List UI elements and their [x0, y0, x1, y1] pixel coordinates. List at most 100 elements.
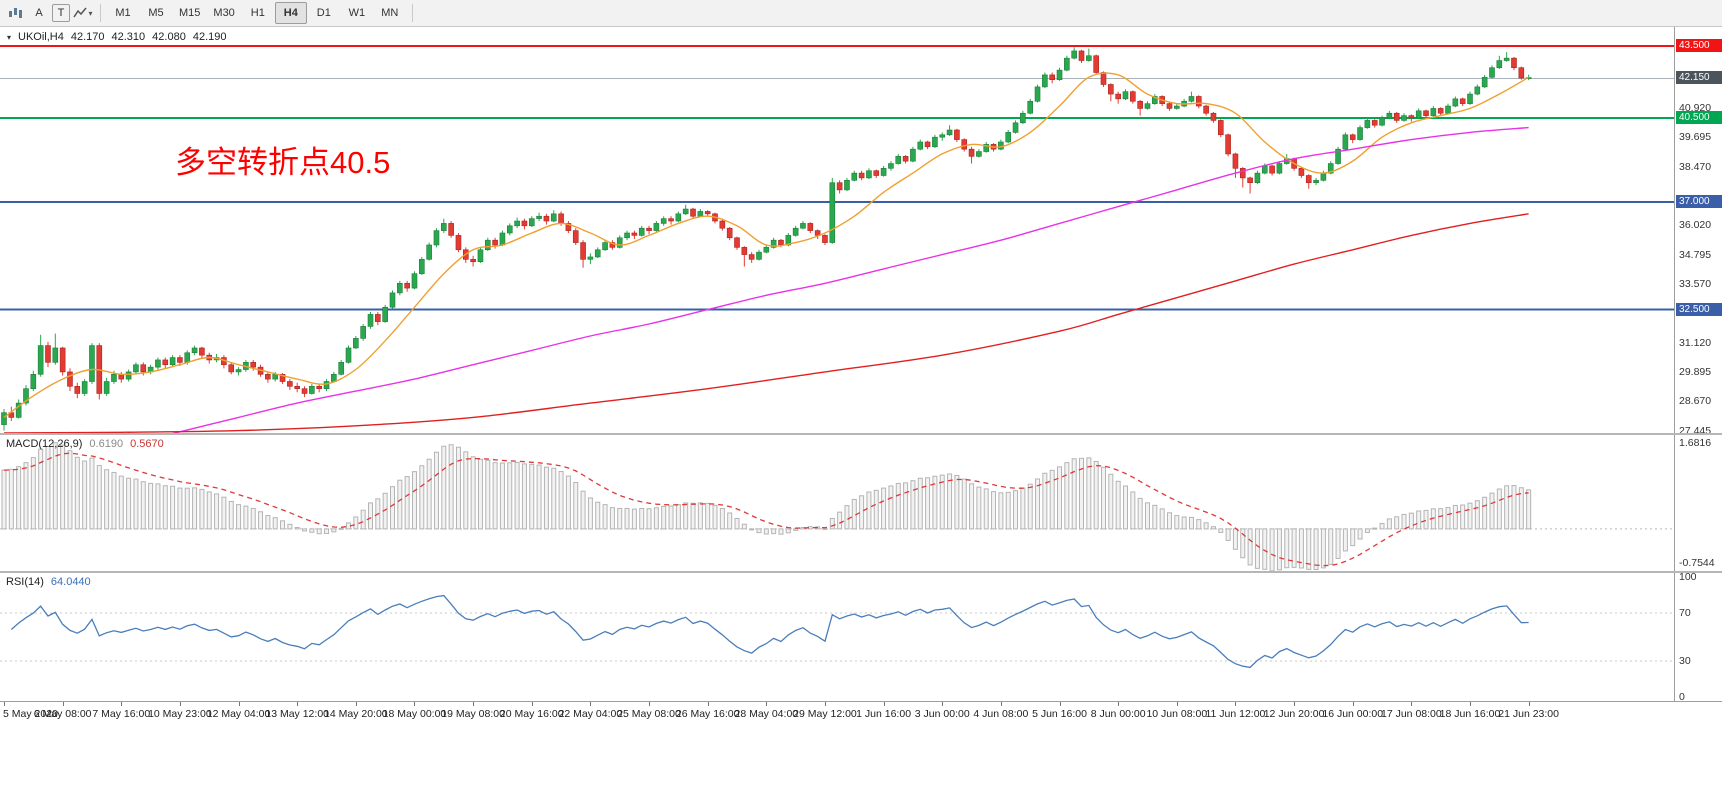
price-chart-pane[interactable]: ▾ UKOil,H4 42.170 42.310 42.080 42.190 多…	[0, 27, 1722, 433]
time-label: 28 May 04:00	[734, 708, 799, 720]
chart-ohlc-header: ▾ UKOil,H4 42.170 42.310 42.080 42.190	[6, 31, 226, 43]
time-label: 6 May 08:00	[33, 708, 92, 720]
price-scale[interactable]: 40.920 39.695 38.470 36.020 34.795 33.570 31.1…	[1674, 27, 1722, 433]
macd-main-value: 0.6190	[89, 438, 124, 450]
timeframe-m5[interactable]: M5	[148, 7, 164, 19]
time-label: 5 Jun 16:00	[1032, 708, 1087, 720]
macd-signal-line	[3, 452, 1529, 567]
time-tick	[531, 702, 533, 706]
time-tick	[62, 702, 64, 706]
time-tick	[1352, 702, 1354, 706]
time-label: 25 May 08:00	[617, 708, 681, 720]
macd-label: MACD(12,26,9) 0.6190 0.5670	[6, 438, 164, 450]
price-tick: 28.670	[1679, 395, 1712, 408]
macd-canvas	[0, 442, 1674, 571]
time-label: 18 May 00:00	[382, 708, 447, 720]
time-label: 19 May 08:00	[441, 708, 505, 720]
rsi-scale[interactable]: 100 70 30 0	[1674, 573, 1722, 701]
timeframe-h1[interactable]: H1	[250, 7, 265, 19]
time-label: 26 May 16:00	[675, 708, 740, 720]
rsi-scale-tick: 100	[1679, 573, 1697, 583]
rsi-scale-tick: 0	[1679, 691, 1685, 701]
time-tick	[1176, 702, 1178, 706]
time-label: 13 May 12:00	[265, 708, 330, 720]
ohlc-close: 42.190	[192, 31, 227, 43]
time-tick	[179, 702, 181, 706]
timeframe-d1[interactable]: D1	[316, 7, 331, 19]
cursor-tool-icon[interactable]: A	[35, 7, 43, 19]
time-label: 11 Jun 12:00	[1205, 708, 1266, 720]
pane-splitter[interactable]	[0, 433, 1722, 435]
macd-histogram	[1, 442, 1532, 571]
symbol-timeframe-label: UKOil,H4	[18, 31, 64, 43]
chart-expand-icon[interactable]: ▾	[7, 32, 12, 42]
time-tick	[355, 702, 357, 706]
time-axis[interactable]: 5 May 2020 6 May 08:00 7 May 16:00 10 May 2…	[0, 701, 1722, 724]
time-tick	[1118, 702, 1120, 706]
macd-name: MACD(12,26,9)	[6, 438, 83, 450]
macd-signal-value: 0.5670	[130, 438, 164, 450]
time-label: 5 May 2020	[3, 708, 58, 720]
chart-window-icon[interactable]	[4, 2, 26, 24]
ohlc-high: 42.310	[111, 31, 146, 43]
rsi-canvas	[0, 594, 1674, 669]
ohlc-open: 42.170	[70, 31, 105, 43]
price-tick: 27.445	[1679, 424, 1712, 433]
time-tick	[1059, 702, 1061, 706]
time-label: 21 Jun 23:00	[1498, 708, 1559, 720]
ma-fast-line	[3, 72, 1529, 418]
ma-slow-line	[3, 213, 1529, 433]
price-badge-37.000: 37.000	[1676, 194, 1722, 208]
price-tick: 40.920	[1679, 101, 1712, 114]
macd-scale[interactable]: 1.6816 -0.7544	[1674, 435, 1722, 571]
time-tick	[707, 702, 709, 706]
price-badge-40.500: 40.500	[1676, 111, 1722, 125]
price-badge-32.500: 32.500	[1676, 302, 1722, 316]
bottom-blank-area	[0, 724, 1722, 794]
time-label: 12 May 04:00	[206, 708, 271, 720]
price-tick: 36.020	[1679, 219, 1712, 232]
rsi-label: RSI(14) 64.0440	[6, 576, 91, 588]
toolbar-separator	[411, 4, 413, 22]
time-tick	[883, 702, 885, 706]
time-label: 22 May 04:00	[558, 708, 623, 720]
rsi-scale-tick: 30	[1679, 655, 1691, 667]
time-label: 20 May 16:00	[499, 708, 564, 720]
price-chart-canvas	[0, 45, 1674, 433]
chart-annotation[interactable]: 多空转折点40.5	[175, 145, 391, 180]
time-tick	[766, 702, 768, 706]
timeframe-m1[interactable]: M1	[115, 7, 131, 19]
time-tick	[1294, 702, 1296, 706]
macd-pane[interactable]: MACD(12,26,9) 0.6190 0.5670 1.6816 -0.754…	[0, 435, 1722, 571]
macd-scale-tick: -0.7544	[1679, 557, 1715, 569]
time-tick	[824, 702, 826, 706]
price-badge-42.150: 42.150	[1676, 71, 1722, 85]
rsi-pane[interactable]: RSI(14) 64.0440 100 70 30 0	[0, 573, 1722, 701]
timeframe-h4[interactable]: H4	[274, 2, 307, 24]
time-tick	[942, 702, 944, 706]
ohlc-low: 42.080	[152, 31, 186, 43]
timeframe-m30[interactable]: M30	[213, 7, 235, 19]
pane-splitter[interactable]	[0, 571, 1722, 573]
text-tool-icon[interactable]: T	[52, 4, 70, 22]
time-label: 7 May 16:00	[92, 708, 151, 720]
time-label: 18 Jun 16:00	[1439, 708, 1501, 720]
timeframe-group: M1 M5 M15 M30 H1 H4 D1 W1 MN	[107, 2, 406, 24]
price-badge-43.500: 43.500	[1676, 39, 1722, 53]
ma-mid-line	[172, 126, 1529, 433]
price-tick: 39.695	[1679, 131, 1712, 144]
rsi-value: 64.0440	[50, 576, 91, 588]
timeframe-m15[interactable]: M15	[179, 7, 201, 19]
time-label: 16 Jun 00:00	[1322, 708, 1384, 720]
indicators-icon[interactable]: ▾	[72, 2, 94, 24]
time-label: 10 May 23:00	[148, 708, 212, 720]
timeframe-w1[interactable]: W1	[348, 7, 366, 19]
time-tick	[4, 702, 5, 706]
time-tick	[1470, 702, 1471, 706]
time-tick	[590, 702, 592, 706]
time-label: 3 Jun 00:00	[914, 708, 970, 720]
timeframe-mn[interactable]: MN	[381, 7, 399, 19]
chevron-down-icon: ▾	[88, 8, 93, 18]
time-tick	[121, 702, 123, 706]
